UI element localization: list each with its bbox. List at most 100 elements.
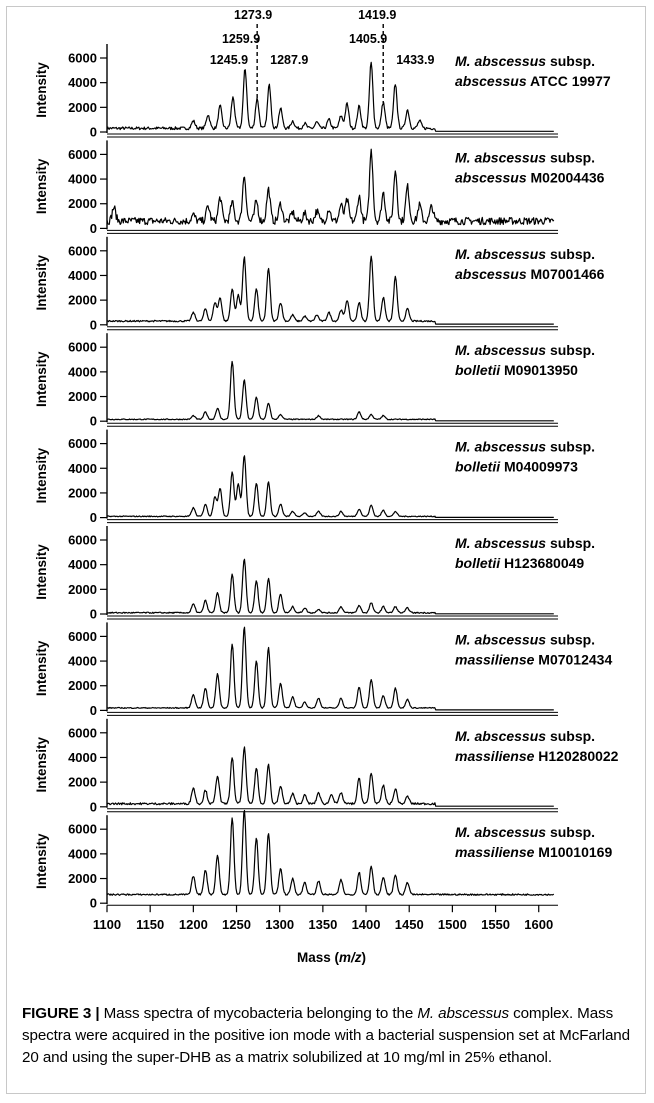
strain-label-line-1: M. abscessus subsp. <box>455 53 595 69</box>
x-tick-label: 1100 <box>93 917 121 932</box>
y-tick-label: 6000 <box>68 629 97 644</box>
spectrum-panel-6: 0 2000 4000 6000 Intensity M. abscessus subsp… <box>34 526 595 622</box>
caption-text-1: Mass spectra of mycobacteria belonging t… <box>99 1005 418 1022</box>
y-tick-label: 0 <box>90 799 97 814</box>
y-tick-label: 6000 <box>68 243 97 258</box>
x-tick-label: 1450 <box>395 917 424 932</box>
spectrum-line <box>106 809 555 896</box>
spectrum-line <box>106 455 554 519</box>
y-axis-title: Intensity <box>34 351 49 407</box>
y-tick-label: 4000 <box>68 654 97 669</box>
y-axis-title: Intensity <box>34 447 49 503</box>
x-tick-label: 1400 <box>352 917 381 932</box>
y-tick-label: 6000 <box>68 436 97 451</box>
y-tick-label: 2000 <box>68 389 97 404</box>
strain-label-line-2: bolletii M04009973 <box>455 459 578 475</box>
spectrum-panel-2: 0 2000 4000 6000 Intensity M. abscessus subsp… <box>34 140 605 236</box>
y-axis-title: Intensity <box>34 544 49 600</box>
y-tick-label: 2000 <box>68 871 97 886</box>
strain-label-line-1: M. abscessus subsp. <box>455 149 595 165</box>
y-tick-label: 0 <box>90 317 97 332</box>
strain-label-line-1: M. abscessus subsp. <box>455 824 595 840</box>
spectrum-line <box>106 746 554 807</box>
spectrum-panel-1: 0 2000 4000 6000 Intensity M. abscessus subsp… <box>34 44 611 140</box>
figure-frame <box>6 6 646 1094</box>
y-tick-label: 4000 <box>68 268 97 283</box>
y-axis-title: Intensity <box>34 158 49 214</box>
strain-label-line-1: M. abscessus subsp. <box>455 631 595 647</box>
spectrum-panel-4: 0 2000 4000 6000 Intensity M. abscessus subsp… <box>34 333 595 429</box>
y-tick-label: 6000 <box>68 725 97 740</box>
y-axis-title: Intensity <box>34 255 49 311</box>
peak-label: 1245.9 <box>210 53 248 67</box>
y-tick-label: 0 <box>90 221 97 236</box>
x-tick-label: 1600 <box>524 917 553 932</box>
y-tick-label: 2000 <box>68 582 97 597</box>
y-tick-label: 2000 <box>68 678 97 693</box>
caption-label: FIGURE 3 | <box>22 1005 100 1022</box>
strain-label-line-1: M. abscessus subsp. <box>455 728 595 744</box>
spectrum-line <box>106 148 555 226</box>
spectrum-line <box>106 255 554 325</box>
strain-label-line-2: massiliense M07012434 <box>455 651 612 667</box>
caption-text-2: complex. Mass spectra were acquired in t… <box>22 1005 631 1066</box>
figure-caption: FIGURE 3 | Mass spectra of mycobacteria … <box>22 1003 632 1069</box>
y-tick-label: 0 <box>90 703 97 718</box>
strain-label-line-1: M. abscessus subsp. <box>455 342 595 358</box>
x-axis-title: Mass (m/z) <box>297 950 366 965</box>
strain-label-line-2: abscessus ATCC 19977 <box>455 73 611 89</box>
y-tick-label: 4000 <box>68 750 97 765</box>
y-tick-label: 0 <box>90 607 97 622</box>
spectrum-line <box>106 61 554 132</box>
y-tick-label: 2000 <box>68 196 97 211</box>
spectrum-panel-7: 0 2000 4000 6000 Intensity M. abscessus subsp… <box>34 622 612 718</box>
y-tick-label: 2000 <box>68 293 97 308</box>
strain-label-line-1: M. abscessus subsp. <box>455 246 595 262</box>
y-tick-label: 6000 <box>68 822 97 837</box>
x-tick-label: 1150 <box>136 917 164 932</box>
peak-label: 1433.9 <box>396 53 434 67</box>
peak-label: 1419.9 <box>358 8 396 22</box>
y-axis-title: Intensity <box>34 62 49 118</box>
y-tick-label: 4000 <box>68 461 97 476</box>
spectrum-line <box>106 558 554 615</box>
spectrum-panel-3: 0 2000 4000 6000 Intensity M. abscessus subsp… <box>34 236 605 332</box>
strain-label-line-1: M. abscessus subsp. <box>455 535 595 551</box>
x-tick-label: 1500 <box>438 917 467 932</box>
y-tick-label: 2000 <box>68 100 97 115</box>
y-tick-label: 6000 <box>68 51 97 66</box>
y-tick-label: 4000 <box>68 364 97 379</box>
strain-label-line-2: bolletii H123680049 <box>455 555 584 571</box>
mass-spectra-figure: 0 2000 4000 6000 Intensity M. abscessus subsp… <box>34 8 619 965</box>
y-tick-label: 4000 <box>68 557 97 572</box>
x-tick-label: 1350 <box>308 917 337 932</box>
peak-annotations: 1245.9 1259.9 1273.9 1287.9 1405.9 1419.9 1433… <box>210 8 434 104</box>
y-tick-label: 6000 <box>68 533 97 548</box>
strain-label-line-2: bolletii M09013950 <box>455 362 578 378</box>
y-tick-label: 0 <box>90 896 97 911</box>
x-tick-label: 1200 <box>179 917 208 932</box>
strain-label-line-1: M. abscessus subsp. <box>455 439 595 455</box>
strain-label-line-2: abscessus M02004436 <box>455 169 605 185</box>
y-tick-label: 2000 <box>68 775 97 790</box>
peak-label: 1259.9 <box>222 32 260 46</box>
peak-label: 1287.9 <box>270 53 308 67</box>
spectrum-panel-5: 0 2000 4000 6000 Intensity M. abscessus subsp… <box>34 429 595 525</box>
y-tick-label: 4000 <box>68 846 97 861</box>
spectrum-panel-9: 0 2000 4000 6000 Intensity M. abscessus subsp… <box>34 809 612 911</box>
y-tick-label: 2000 <box>68 485 97 500</box>
y-axis-title: Intensity <box>34 737 49 793</box>
x-tick-label: 1250 <box>222 917 251 932</box>
caption-species: M. abscessus <box>417 1005 509 1022</box>
y-tick-label: 0 <box>90 414 97 429</box>
y-tick-label: 6000 <box>68 340 97 355</box>
y-axis-title: Intensity <box>34 640 49 696</box>
x-tick-label: 1550 <box>481 917 510 932</box>
peak-label: 1273.9 <box>234 8 272 22</box>
x-tick-label: 1300 <box>265 917 294 932</box>
peak-label: 1405.9 <box>349 32 387 46</box>
y-tick-label: 0 <box>90 510 97 525</box>
y-tick-label: 4000 <box>68 172 97 187</box>
y-tick-label: 0 <box>90 125 97 140</box>
strain-label-line-2: massiliense H120280022 <box>455 748 619 764</box>
